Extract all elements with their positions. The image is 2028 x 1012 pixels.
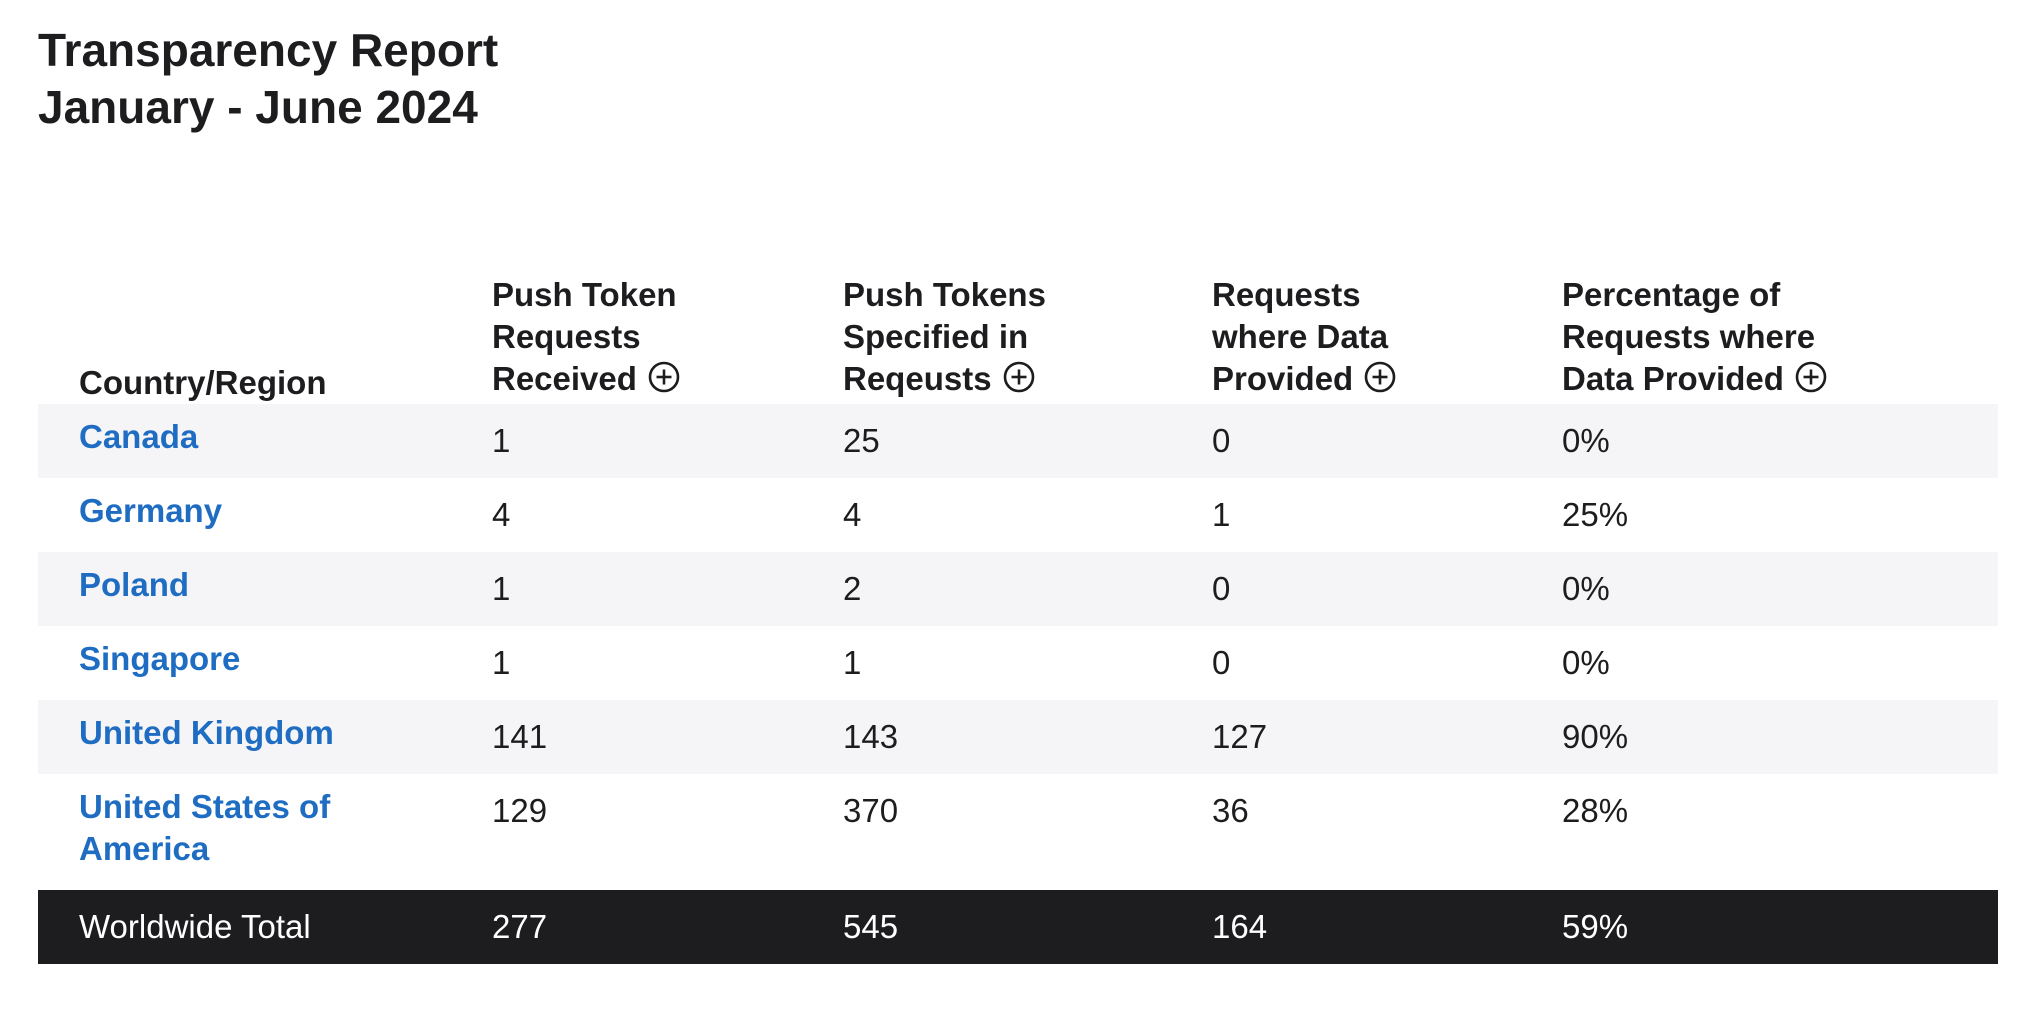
- total-received: 277: [492, 890, 843, 964]
- table-row: Singapore 1 1 0 0%: [38, 626, 1998, 700]
- cell-provided: 36: [1212, 792, 1249, 829]
- cell-percentage: 90%: [1562, 700, 1998, 774]
- country-link-germany[interactable]: Germany: [79, 492, 223, 529]
- table-row: United States of America 129 370 36 28%: [38, 774, 1998, 890]
- cell-specified: 4: [843, 496, 862, 533]
- total-provided: 164: [1212, 890, 1562, 964]
- plus-circle-icon[interactable]: [1364, 361, 1396, 393]
- plus-circle-icon[interactable]: [1795, 361, 1827, 393]
- cell-received: 1: [492, 644, 511, 681]
- cell-received: 129: [492, 792, 548, 829]
- cell-provided: 0: [1212, 644, 1231, 681]
- header-push-token-requests-received: Push Token Requests Received: [492, 262, 843, 404]
- cell-specified: 2: [843, 552, 1212, 626]
- table-row: Germany 4 4 1 25%: [38, 478, 1998, 552]
- country-link-singapore[interactable]: Singapore: [79, 640, 241, 677]
- cell-percentage: 28%: [1562, 792, 1629, 829]
- country-link-canada[interactable]: Canada: [79, 418, 199, 455]
- cell-specified: 1: [843, 644, 862, 681]
- plus-circle-icon[interactable]: [648, 361, 680, 393]
- header-requests-data-provided: Requests where Data Provided: [1212, 262, 1562, 404]
- cell-received: 1: [492, 552, 843, 626]
- cell-provided: 0: [1212, 552, 1562, 626]
- country-link-united-states[interactable]: United States of America: [79, 788, 331, 867]
- cell-percentage: 0%: [1562, 552, 1998, 626]
- country-link-poland[interactable]: Poland: [79, 566, 190, 603]
- cell-provided: 0: [1212, 404, 1562, 478]
- cell-received: 1: [492, 404, 843, 478]
- total-label: Worldwide Total: [38, 890, 492, 964]
- total-percentage: 59%: [1562, 890, 1998, 964]
- cell-percentage: 0%: [1562, 644, 1610, 681]
- plus-circle-icon[interactable]: [1003, 361, 1035, 393]
- report-title: Transparency Report: [38, 24, 499, 76]
- header-push-tokens-specified: Push Tokens Specified in Reqeusts: [843, 276, 1046, 397]
- cell-specified: 25: [843, 404, 1212, 478]
- table-row: Canada 1 25 0 0%: [38, 404, 1998, 478]
- cell-provided: 1: [1212, 496, 1231, 533]
- cell-percentage: 0%: [1562, 404, 1998, 478]
- cell-percentage: 25%: [1562, 496, 1629, 533]
- page-title: Transparency Report January - June 2024: [38, 22, 498, 136]
- cell-received: 141: [492, 700, 843, 774]
- cell-specified: 370: [843, 792, 899, 829]
- cell-specified: 143: [843, 700, 1212, 774]
- cell-received: 4: [492, 496, 511, 533]
- header-percentage-data-provided: Percentage of Requests where Data Provid…: [1562, 262, 1998, 404]
- country-link-united-kingdom[interactable]: United Kingdom: [79, 714, 334, 751]
- report-period: January - June 2024: [38, 81, 478, 133]
- cell-provided: 127: [1212, 700, 1562, 774]
- transparency-table: Country/Region Push Token Requests Recei…: [38, 262, 1998, 964]
- table-row: United Kingdom 141 143 127 90%: [38, 700, 1998, 774]
- table-row: Poland 1 2 0 0%: [38, 552, 1998, 626]
- table-header-row: Country/Region Push Token Requests Recei…: [38, 262, 1998, 404]
- total-specified: 545: [843, 890, 1212, 964]
- total-row: Worldwide Total 277 545 164 59%: [38, 890, 1998, 964]
- header-country-region: Country/Region: [79, 364, 327, 401]
